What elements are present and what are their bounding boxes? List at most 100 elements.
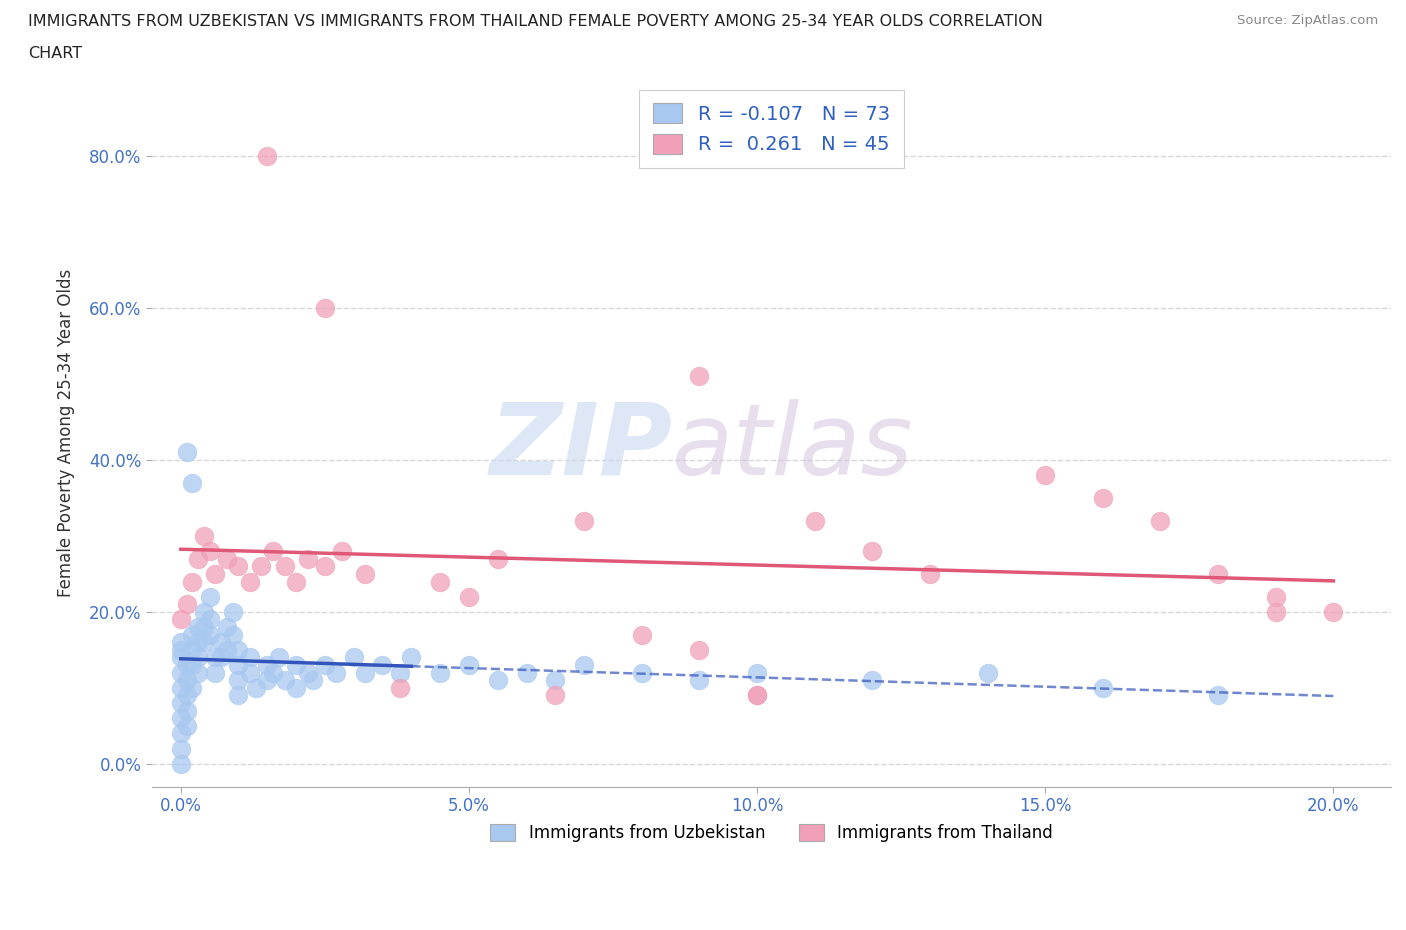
Point — [314, 658, 336, 672]
Point — [187, 665, 209, 680]
Point — [209, 650, 232, 665]
Point — [388, 665, 411, 680]
Point — [1206, 688, 1229, 703]
Point — [429, 665, 451, 680]
Point — [486, 551, 509, 566]
Point — [193, 619, 215, 634]
Y-axis label: Female Poverty Among 25-34 Year Olds: Female Poverty Among 25-34 Year Olds — [58, 270, 75, 597]
Point — [198, 590, 221, 604]
Point — [181, 627, 204, 642]
Point — [1264, 590, 1286, 604]
Point — [1091, 490, 1114, 505]
Point — [688, 369, 710, 384]
Point — [170, 665, 193, 680]
Point — [1206, 566, 1229, 581]
Point — [803, 513, 825, 528]
Point — [221, 604, 243, 619]
Point — [187, 650, 209, 665]
Point — [401, 650, 423, 665]
Point — [1033, 468, 1056, 483]
Point — [273, 559, 295, 574]
Point — [388, 681, 411, 696]
Point — [170, 711, 193, 725]
Point — [285, 574, 308, 589]
Point — [285, 658, 308, 672]
Point — [215, 551, 238, 566]
Point — [176, 688, 198, 703]
Text: ZIP: ZIP — [489, 399, 672, 496]
Point — [170, 756, 193, 771]
Point — [193, 528, 215, 543]
Point — [228, 658, 250, 672]
Point — [176, 718, 198, 733]
Point — [181, 574, 204, 589]
Point — [574, 658, 596, 672]
Point — [204, 650, 226, 665]
Point — [228, 688, 250, 703]
Point — [245, 681, 267, 696]
Point — [325, 665, 347, 680]
Point — [1322, 604, 1344, 619]
Point — [170, 650, 193, 665]
Point — [860, 544, 883, 559]
Point — [745, 665, 768, 680]
Point — [170, 726, 193, 741]
Point — [630, 627, 652, 642]
Point — [745, 688, 768, 703]
Point — [302, 672, 325, 687]
Point — [228, 559, 250, 574]
Point — [1091, 681, 1114, 696]
Point — [285, 681, 308, 696]
Point — [1264, 604, 1286, 619]
Point — [429, 574, 451, 589]
Point — [630, 665, 652, 680]
Point — [354, 566, 377, 581]
Point — [193, 635, 215, 650]
Point — [228, 672, 250, 687]
Point — [262, 544, 284, 559]
Point — [221, 627, 243, 642]
Point — [314, 300, 336, 315]
Text: IMMIGRANTS FROM UZBEKISTAN VS IMMIGRANTS FROM THAILAND FEMALE POVERTY AMONG 25-3: IMMIGRANTS FROM UZBEKISTAN VS IMMIGRANTS… — [28, 14, 1043, 29]
Point — [256, 149, 278, 164]
Point — [371, 658, 394, 672]
Point — [458, 590, 481, 604]
Point — [193, 604, 215, 619]
Point — [273, 672, 295, 687]
Point — [215, 619, 238, 634]
Point — [314, 559, 336, 574]
Point — [198, 612, 221, 627]
Point — [176, 703, 198, 718]
Point — [209, 635, 232, 650]
Point — [170, 681, 193, 696]
Point — [1149, 513, 1171, 528]
Point — [544, 672, 567, 687]
Point — [458, 658, 481, 672]
Point — [918, 566, 941, 581]
Text: Source: ZipAtlas.com: Source: ZipAtlas.com — [1237, 14, 1378, 27]
Legend: Immigrants from Uzbekistan, Immigrants from Thailand: Immigrants from Uzbekistan, Immigrants f… — [484, 817, 1059, 849]
Point — [181, 643, 204, 658]
Point — [544, 688, 567, 703]
Point — [170, 612, 193, 627]
Point — [688, 643, 710, 658]
Point — [256, 658, 278, 672]
Point — [239, 650, 262, 665]
Point — [170, 741, 193, 756]
Point — [170, 635, 193, 650]
Point — [354, 665, 377, 680]
Point — [228, 643, 250, 658]
Point — [343, 650, 366, 665]
Point — [176, 445, 198, 459]
Text: CHART: CHART — [28, 46, 82, 61]
Point — [187, 635, 209, 650]
Point — [181, 658, 204, 672]
Point — [181, 681, 204, 696]
Point — [267, 650, 290, 665]
Point — [976, 665, 998, 680]
Point — [239, 665, 262, 680]
Point — [198, 544, 221, 559]
Point — [204, 566, 226, 581]
Point — [297, 665, 319, 680]
Point — [486, 672, 509, 687]
